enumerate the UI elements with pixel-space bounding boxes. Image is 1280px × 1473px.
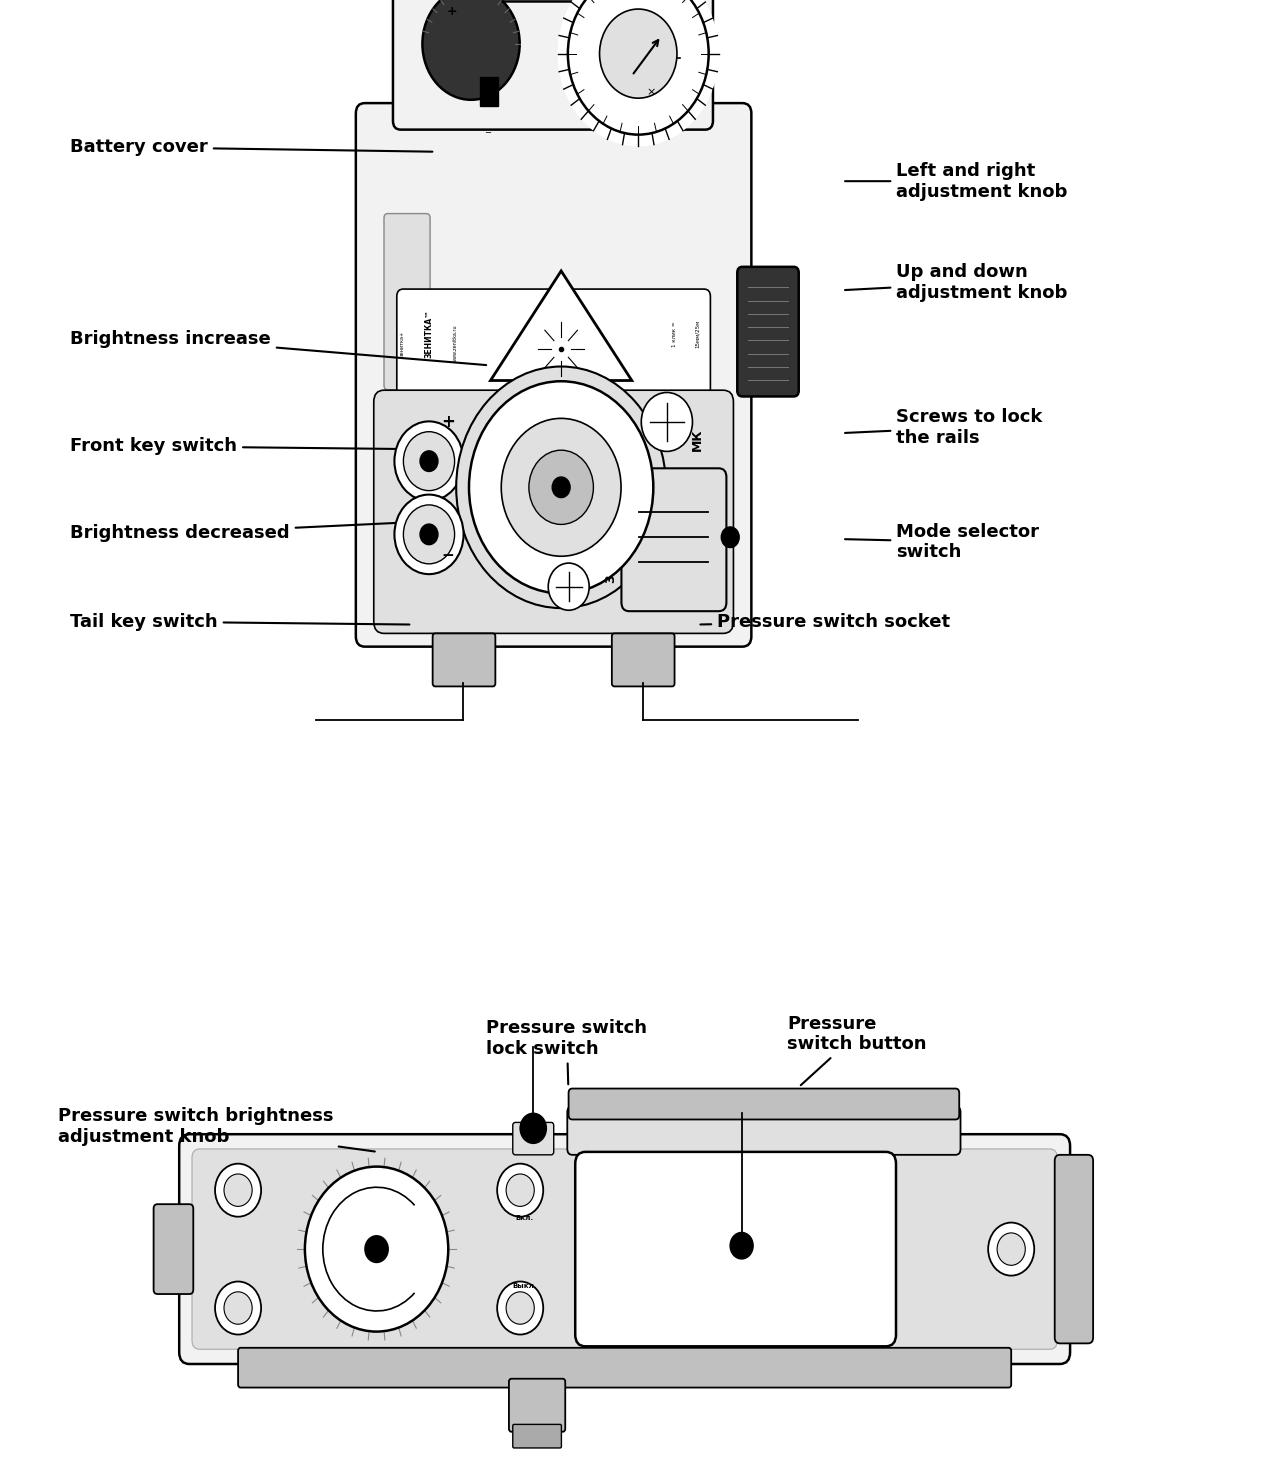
FancyBboxPatch shape [192,1149,1057,1349]
Text: Mode selector
switch: Mode selector switch [845,523,1039,561]
Circle shape [215,1164,261,1217]
Circle shape [224,1174,252,1206]
FancyBboxPatch shape [179,1134,1070,1364]
Text: зенитка+: зенитка+ [401,331,404,356]
FancyBboxPatch shape [384,214,430,390]
Text: Tail key switch: Tail key switch [70,613,410,630]
FancyBboxPatch shape [393,0,713,130]
Text: www.zenitka.ru: www.zenitka.ru [453,324,458,362]
Polygon shape [490,271,632,380]
FancyBboxPatch shape [612,633,675,686]
FancyBboxPatch shape [737,267,799,396]
FancyBboxPatch shape [356,103,751,647]
Text: Brightness decreased: Brightness decreased [70,518,486,542]
Text: ×: × [646,87,655,97]
Circle shape [646,34,687,81]
Text: Pressure
switch button: Pressure switch button [787,1015,927,1086]
Text: Pressure switch brightness
adjustment knob: Pressure switch brightness adjustment kn… [58,1108,375,1152]
Text: Battery cover: Battery cover [70,138,433,156]
Text: Brightness increase: Brightness increase [70,330,486,365]
Text: 3: 3 [604,574,617,583]
Text: −: − [484,128,492,137]
FancyBboxPatch shape [575,1152,896,1346]
Circle shape [394,495,463,574]
FancyBboxPatch shape [509,1379,566,1432]
Text: +: + [484,91,492,100]
Text: Front key switch: Front key switch [70,437,561,455]
Circle shape [548,563,589,610]
FancyBboxPatch shape [513,1424,562,1448]
Text: Left and right
adjustment knob: Left and right adjustment knob [845,162,1068,200]
Circle shape [506,1292,534,1324]
Circle shape [456,367,666,608]
Circle shape [568,0,709,134]
Text: Up and down
adjustment knob: Up and down adjustment knob [845,264,1068,302]
Text: ЗЕНИТКА™: ЗЕНИТКА™ [425,309,434,358]
Circle shape [988,1223,1034,1276]
Circle shape [422,0,520,100]
FancyBboxPatch shape [567,1106,960,1155]
Circle shape [721,527,740,548]
Circle shape [599,9,677,99]
Text: Вкл.: Вкл. [516,1215,534,1221]
Circle shape [403,432,454,491]
FancyBboxPatch shape [154,1205,193,1295]
FancyBboxPatch shape [1055,1155,1093,1343]
Circle shape [506,1174,534,1206]
Circle shape [730,1233,753,1259]
Text: 1 клик =: 1 клик = [672,321,677,346]
FancyBboxPatch shape [374,390,733,633]
Circle shape [403,505,454,564]
Circle shape [420,451,438,471]
Bar [480,77,498,106]
FancyBboxPatch shape [513,1122,554,1155]
Text: МК: МК [691,429,704,452]
Circle shape [365,1236,388,1262]
Text: +: + [440,412,454,432]
Circle shape [224,1292,252,1324]
Circle shape [521,1114,547,1143]
FancyBboxPatch shape [397,289,710,398]
Circle shape [215,1282,261,1335]
Circle shape [558,0,719,146]
Text: −: − [442,548,454,563]
Circle shape [497,1164,543,1217]
Circle shape [502,418,621,557]
Circle shape [420,524,438,545]
FancyBboxPatch shape [433,633,495,686]
FancyBboxPatch shape [465,0,637,1]
Text: +: + [447,4,457,18]
FancyBboxPatch shape [238,1348,1011,1388]
Circle shape [497,1282,543,1335]
Circle shape [394,421,463,501]
Circle shape [641,392,692,451]
Circle shape [305,1167,448,1332]
Circle shape [529,451,594,524]
Text: Выкл.: Выкл. [512,1283,536,1289]
FancyBboxPatch shape [568,1089,959,1119]
Circle shape [468,382,653,594]
Text: Pressure switch
lock switch: Pressure switch lock switch [486,1019,648,1084]
FancyBboxPatch shape [622,468,726,611]
Text: 15мм/25м: 15мм/25м [695,320,700,348]
Text: Screws to lock
the rails: Screws to lock the rails [845,408,1042,446]
Text: Pressure switch socket: Pressure switch socket [700,613,950,630]
Circle shape [552,477,570,498]
Circle shape [997,1233,1025,1265]
